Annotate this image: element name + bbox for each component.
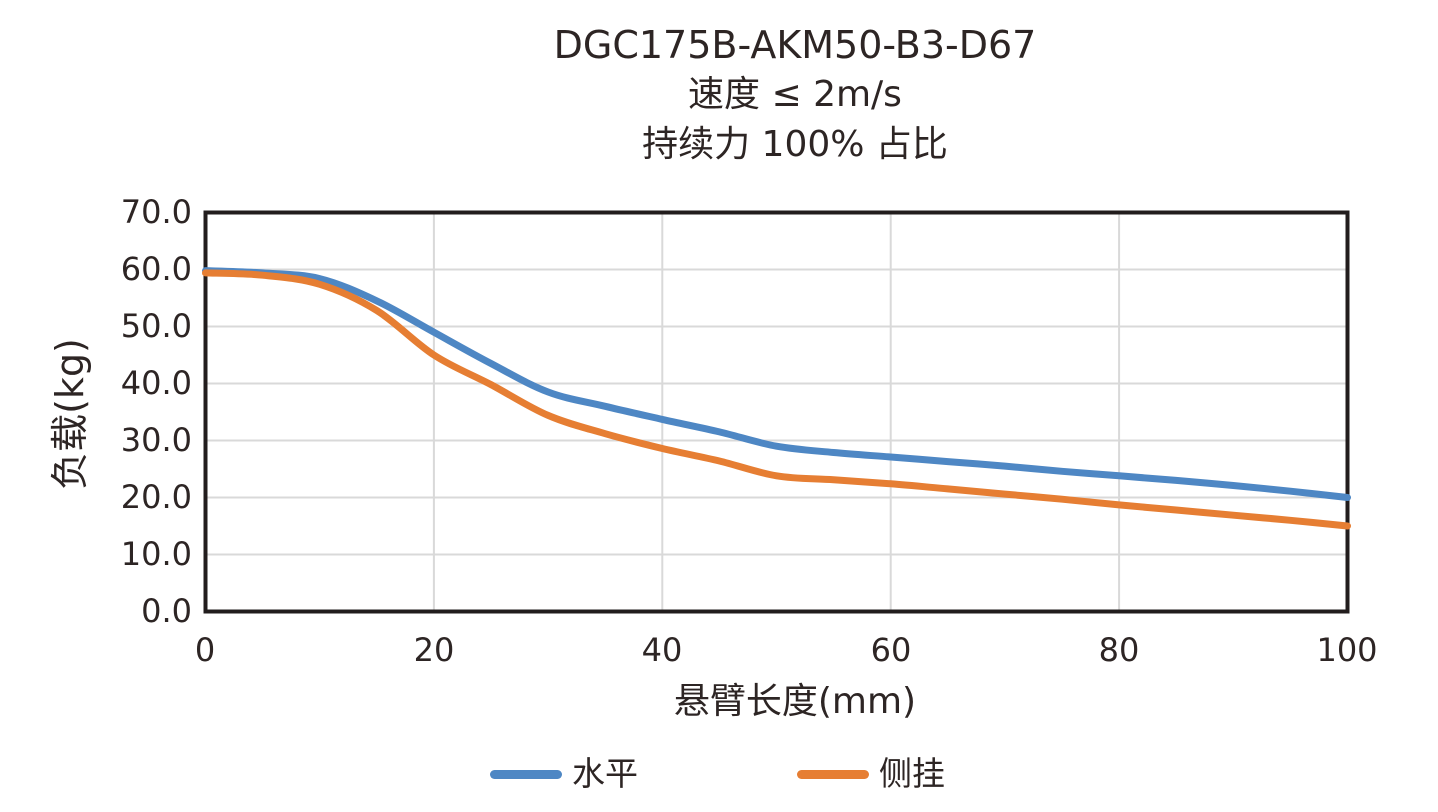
series-line-side-mounted: [202, 269, 1351, 530]
legend-item-horizontal: 水平: [490, 754, 638, 794]
x-tick-label: 40: [641, 631, 683, 669]
legend-label-side-mounted: 侧挂: [879, 754, 945, 793]
plot-border: [203, 210, 1350, 614]
chart-subtitle-duty: 持续力 100% 占比: [642, 124, 948, 165]
x-tick-label: 100: [1316, 631, 1378, 669]
y-tick-label: 10.0: [120, 535, 192, 573]
y-tick-label: 30.0: [120, 421, 192, 459]
y-tick-label: 40.0: [120, 364, 192, 402]
y-tick-label: 70.0: [120, 193, 192, 231]
chart-subtitle-speed: 速度 ≤ 2m/s: [688, 74, 902, 115]
legend-swatch-side-mounted: [797, 769, 869, 779]
x-tick-label: 0: [194, 631, 216, 669]
legend-item-side-mounted: 侧挂: [797, 754, 945, 794]
x-tick-label: 80: [1098, 631, 1140, 669]
y-tick-label: 0.0: [141, 592, 192, 630]
y-tick-label: 50.0: [120, 307, 192, 345]
legend-swatch-horizontal: [490, 769, 562, 779]
chart-title-block: DGC175B-AKM50-B3-D67 速度 ≤ 2m/s 持续力 100% …: [205, 20, 1385, 170]
series-line-horizontal: [202, 267, 1351, 501]
chart-title: DGC175B-AKM50-B3-D67: [553, 23, 1037, 67]
x-tick-label: 20: [413, 631, 455, 669]
legend-label-horizontal: 水平: [572, 754, 638, 793]
x-axis-title: 悬臂长度(mm): [673, 681, 917, 722]
y-tick-label: 60.0: [120, 250, 192, 288]
x-tick-label: 60: [870, 631, 912, 669]
y-tick-label: 20.0: [120, 478, 192, 516]
